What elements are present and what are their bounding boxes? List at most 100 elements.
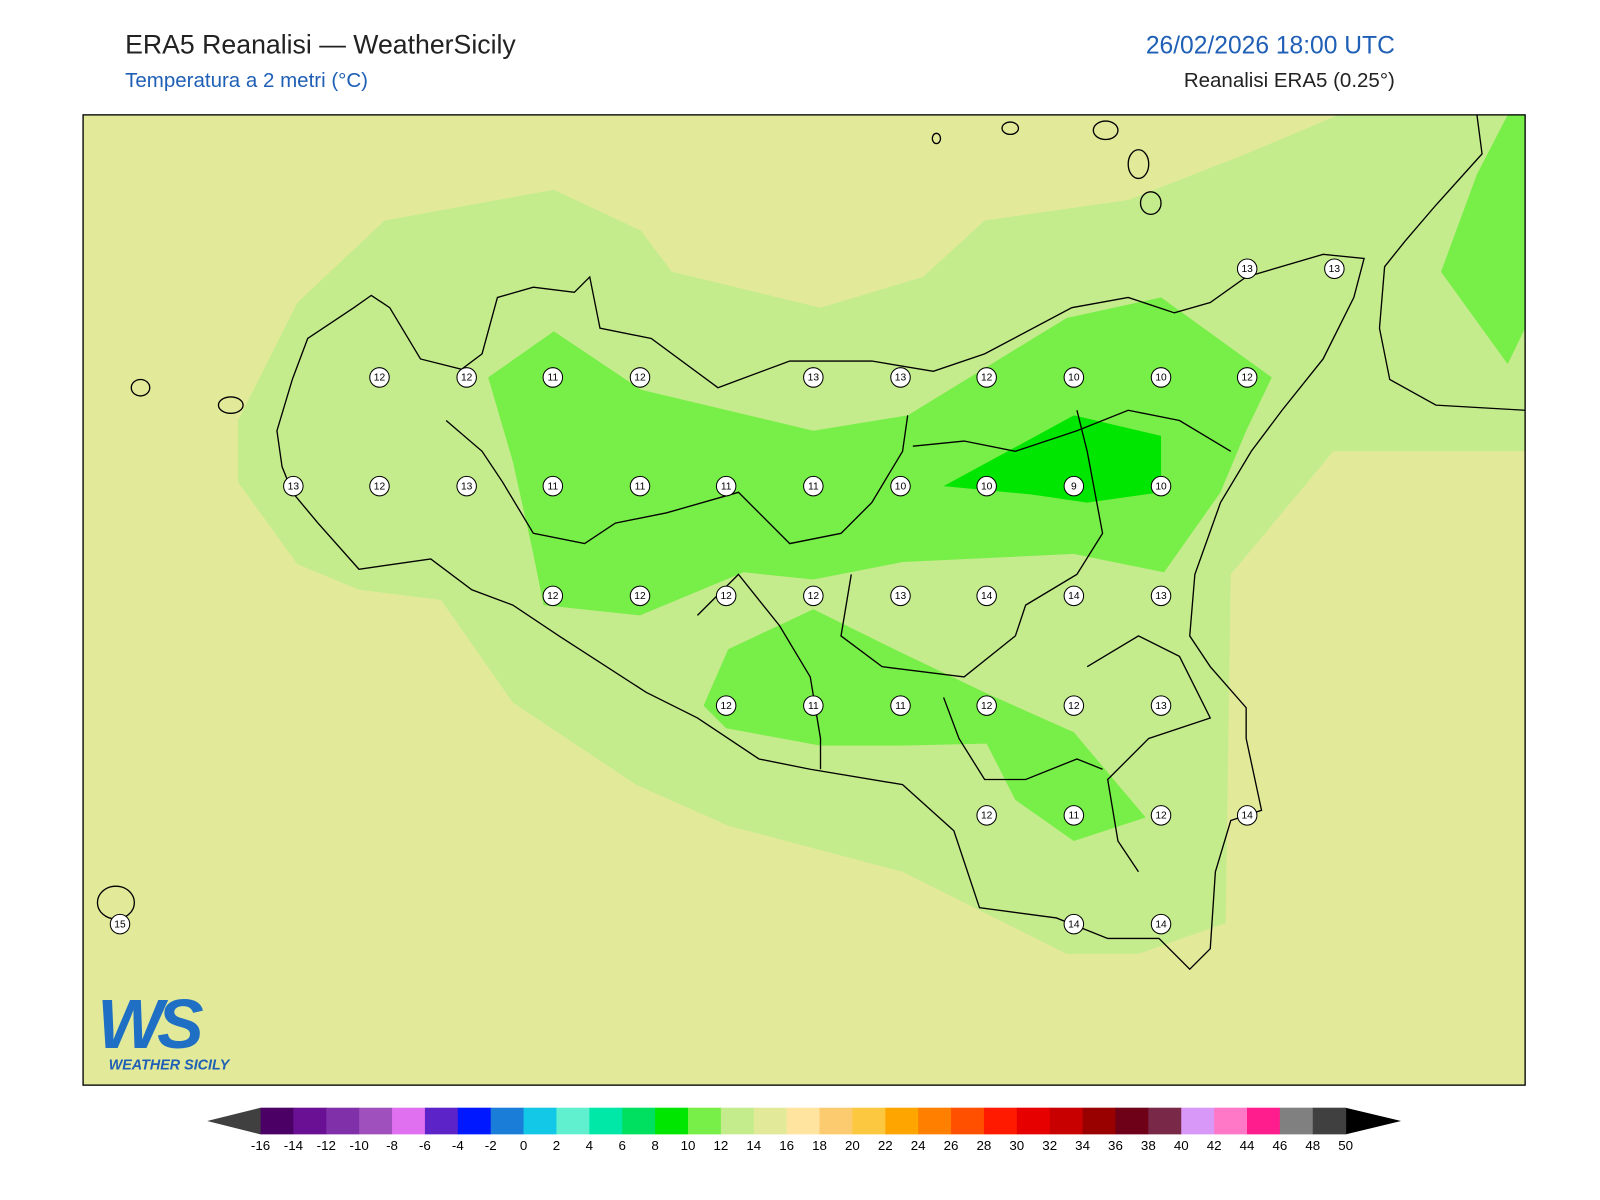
- station-value: 14: [1068, 919, 1080, 930]
- colorbar-tick-label: 26: [944, 1138, 959, 1153]
- station: 11: [803, 475, 824, 497]
- station: 11: [629, 475, 651, 497]
- station-marker: [542, 475, 564, 497]
- station: 14: [1063, 585, 1085, 607]
- station: 12: [456, 367, 477, 388]
- station-value: 12: [808, 591, 820, 602]
- colorbar-tick-label: 50: [1338, 1138, 1353, 1153]
- colorbar-segment: [1082, 1107, 1116, 1135]
- colorbar-tick-label: 2: [553, 1138, 560, 1153]
- colorbar-tick-label: 44: [1240, 1138, 1255, 1153]
- colorbar-segment: [1049, 1107, 1084, 1135]
- island: [1127, 149, 1150, 180]
- island: [1092, 120, 1119, 141]
- station-marker: [1063, 695, 1085, 716]
- colorbar-segment: [786, 1107, 821, 1135]
- station-marker: [1063, 475, 1085, 497]
- station: 14: [1236, 805, 1258, 826]
- station: 10: [1150, 367, 1172, 388]
- province-border: [696, 573, 822, 770]
- colorbar-tick-label: 8: [651, 1138, 658, 1153]
- station-marker: [715, 475, 737, 497]
- map-frame: [82, 114, 1526, 1086]
- station: 11: [1063, 805, 1085, 826]
- province-border: [840, 410, 1104, 678]
- station-marker: [715, 585, 737, 607]
- colorbar-segment: [1181, 1107, 1215, 1135]
- colorbar-tick-label: 36: [1108, 1138, 1123, 1153]
- station-value: 13: [1329, 264, 1341, 275]
- colorbar-segment: [293, 1107, 327, 1135]
- station: 12: [629, 367, 651, 388]
- station-value: 14: [1068, 591, 1080, 602]
- colorbar-tick-label: -14: [284, 1138, 304, 1153]
- station: 12: [803, 585, 824, 607]
- station-value: 12: [1068, 701, 1080, 712]
- contour-fill: [1441, 114, 1526, 365]
- station-value: 13: [288, 481, 300, 492]
- colorbar-segment: [260, 1107, 294, 1135]
- station: 9: [1063, 475, 1085, 497]
- station-value: 10: [981, 481, 993, 492]
- colorbar-tick-label: 18: [812, 1138, 827, 1153]
- colorbar-tick-label: 20: [845, 1138, 860, 1153]
- station-marker: [890, 475, 911, 497]
- station: 12: [715, 695, 737, 716]
- colorbar-segment: [1148, 1107, 1182, 1135]
- station-marker: [1236, 367, 1258, 388]
- station: 12: [1063, 695, 1085, 716]
- station: 13: [803, 367, 824, 388]
- station-value: 13: [808, 373, 820, 384]
- station-marker: [976, 805, 997, 826]
- colorbar-tick-label: -2: [485, 1138, 497, 1153]
- colorbar-segment: [852, 1107, 886, 1135]
- colorbar-tick-label: 38: [1141, 1138, 1156, 1153]
- colorbar-segment: [1016, 1107, 1051, 1135]
- station-marker: [1150, 585, 1172, 607]
- station: 13: [1324, 258, 1345, 279]
- coastline: [276, 253, 1365, 971]
- station-value: 12: [1241, 373, 1253, 384]
- station-value: 12: [1155, 811, 1167, 822]
- station-marker: [542, 585, 564, 607]
- province-border: [912, 409, 1232, 452]
- station-marker: [283, 475, 304, 497]
- station-value: 12: [374, 481, 386, 492]
- colorbar-segment: [622, 1107, 656, 1135]
- station-value: 12: [634, 591, 646, 602]
- colorbar-tick-label: 24: [911, 1138, 926, 1153]
- station-marker: [456, 367, 477, 388]
- contour-fill: [943, 415, 1162, 503]
- station-value: 12: [461, 373, 473, 384]
- island: [217, 396, 244, 414]
- colorbar-extend-low: [207, 1107, 261, 1135]
- station-marker: [369, 367, 390, 388]
- station: 12: [715, 585, 737, 607]
- station-marker: [629, 585, 651, 607]
- station-value: 12: [720, 701, 732, 712]
- island: [1139, 191, 1162, 216]
- station-value: 11: [895, 701, 906, 712]
- title: ERA5 Reanalisi — WeatherSicily: [125, 29, 516, 59]
- station-marker: [1236, 258, 1258, 279]
- station-value: 12: [720, 591, 732, 602]
- station-marker: [542, 367, 564, 388]
- station-value: 12: [634, 373, 646, 384]
- station-marker: [1063, 585, 1085, 607]
- station-marker: [1150, 367, 1172, 388]
- colorbar-tick-label: 40: [1174, 1138, 1189, 1153]
- station-marker: [803, 367, 824, 388]
- colorbar-segment: [655, 1107, 689, 1135]
- colorbar-segment: [424, 1107, 459, 1135]
- island: [931, 132, 942, 145]
- station-value: 11: [548, 481, 559, 492]
- station-value: 12: [981, 373, 993, 384]
- colorbar-tick-label: 46: [1272, 1138, 1287, 1153]
- station-value: 10: [1155, 373, 1167, 384]
- station-value: 10: [1155, 481, 1167, 492]
- colorbar-segment: [720, 1107, 755, 1135]
- station: 10: [1063, 367, 1085, 388]
- province-border: [445, 415, 909, 545]
